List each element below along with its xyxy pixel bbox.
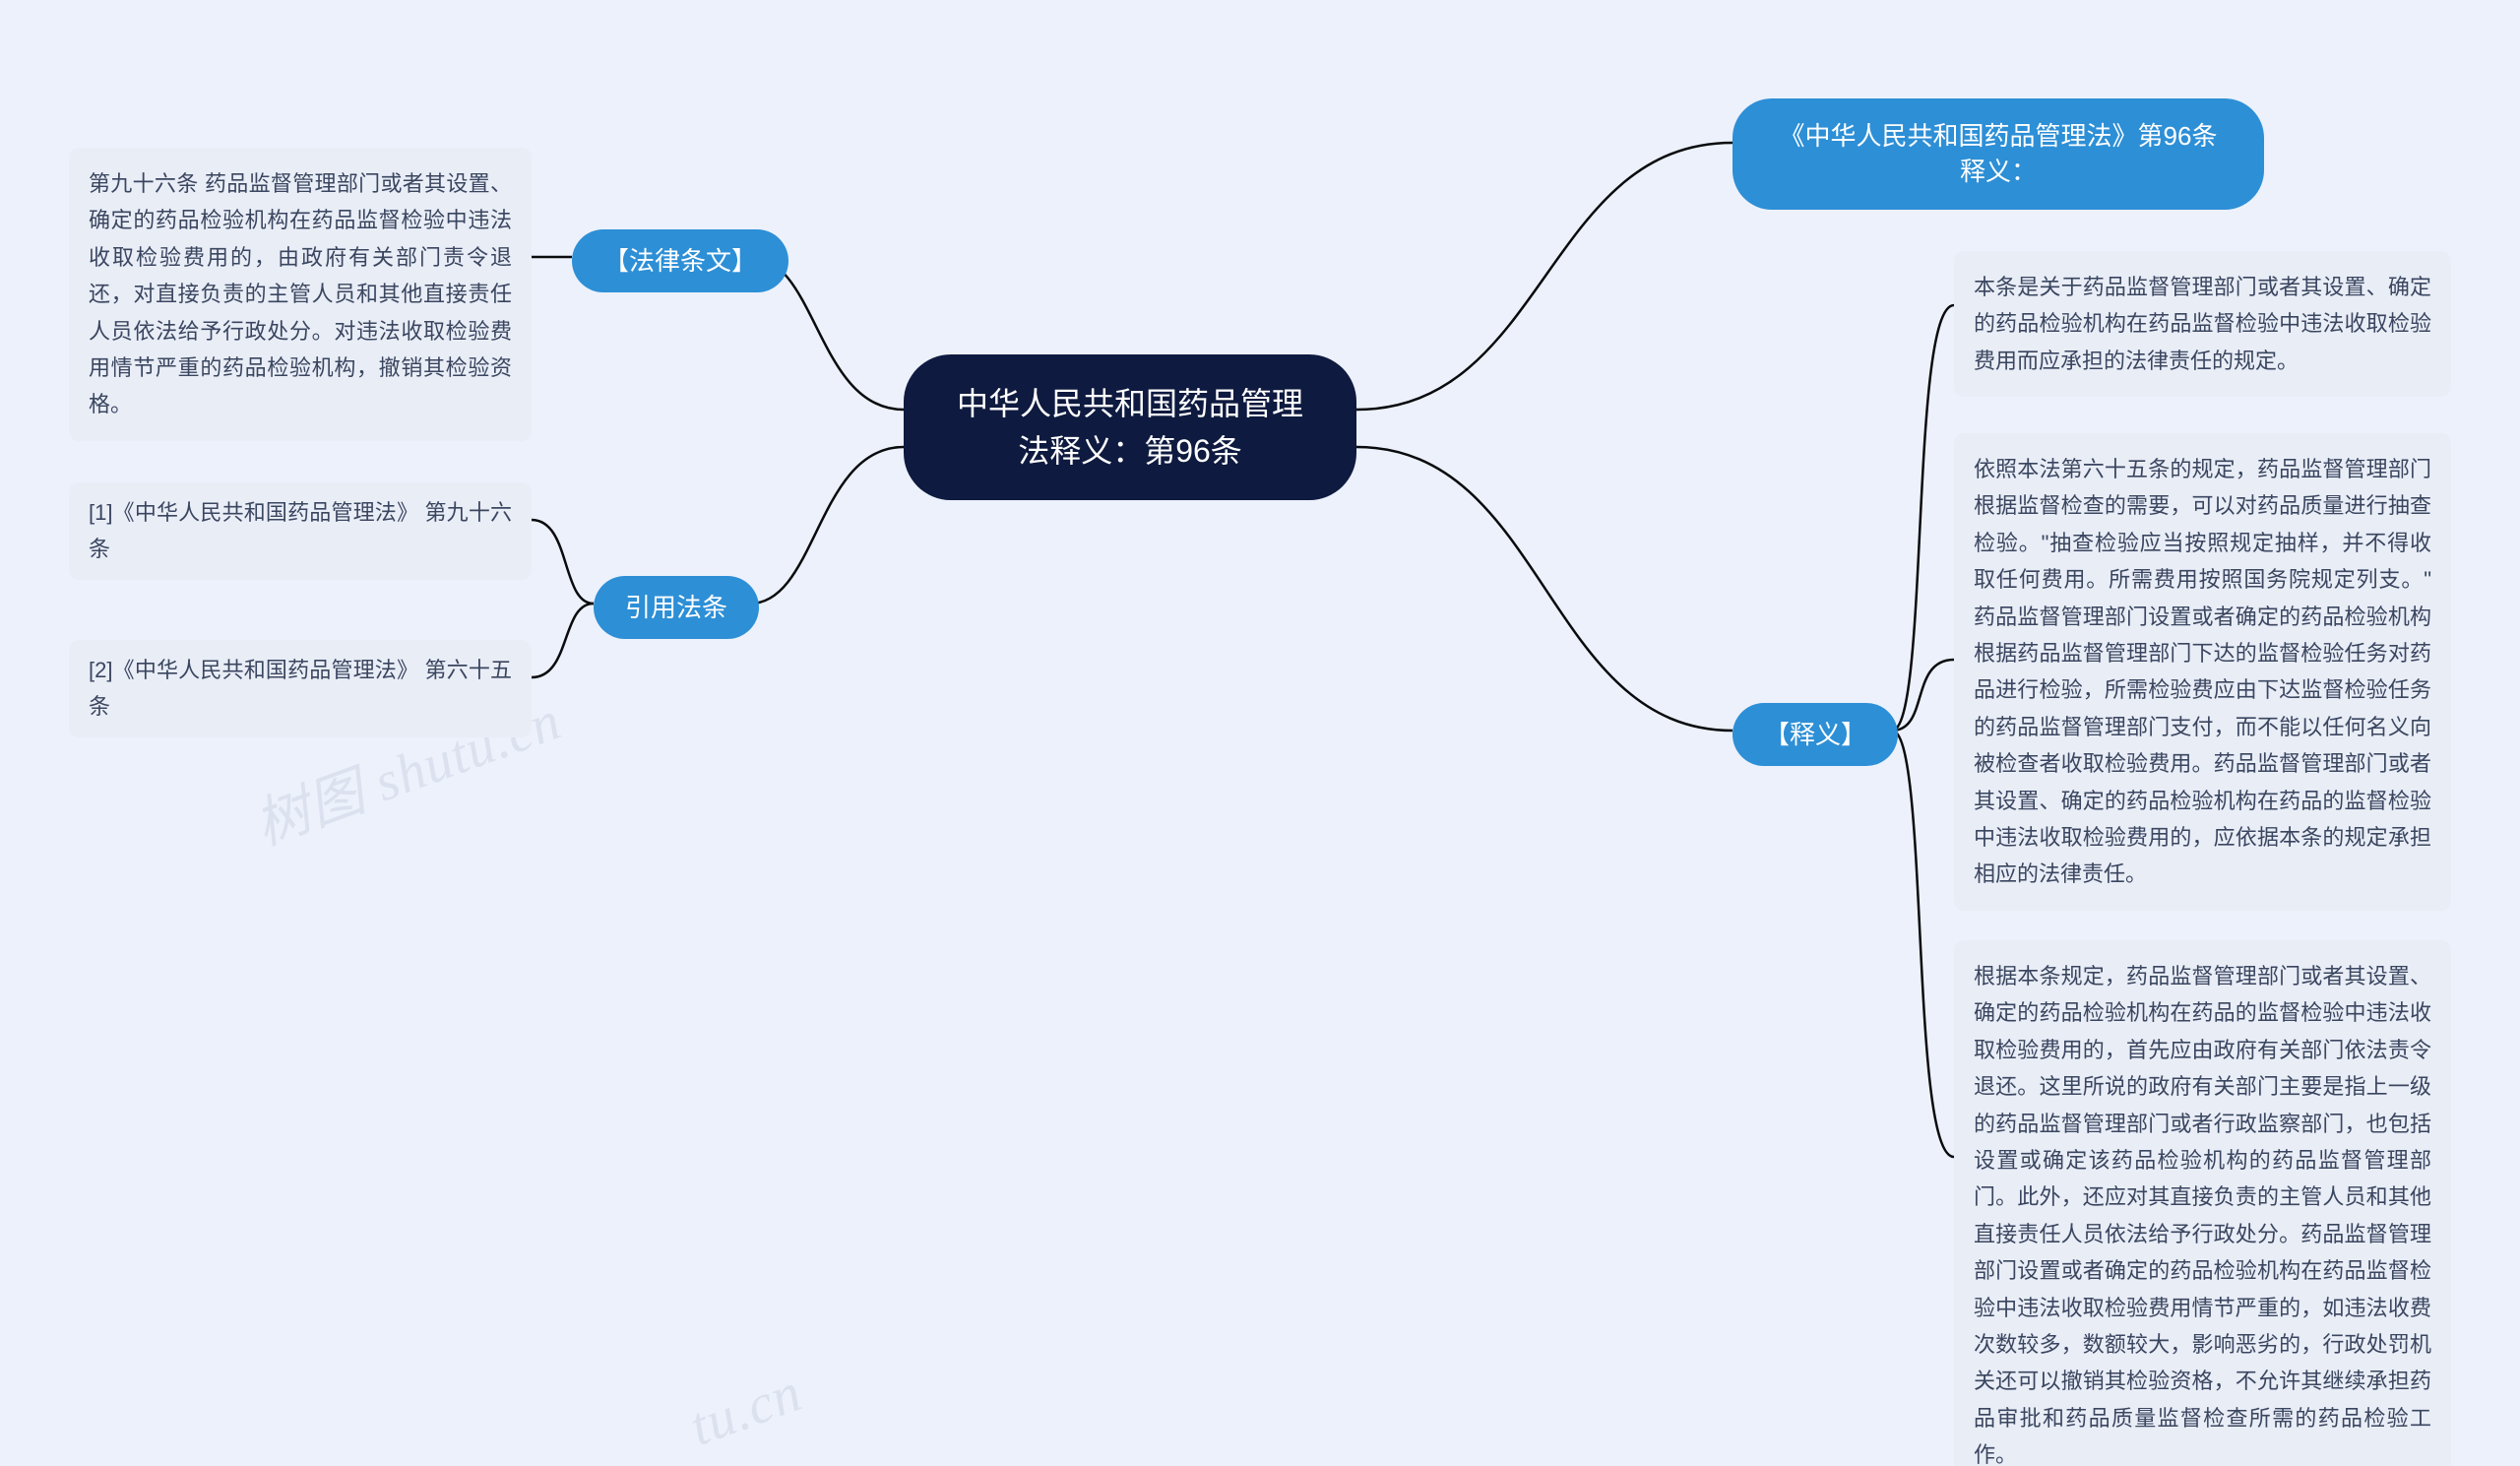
- cite2-text: [2]《中华人民共和国药品管理法》 第六十五条: [89, 658, 512, 719]
- cite1-box: [1]《中华人民共和国药品管理法》 第九十六条: [69, 482, 532, 580]
- interp-p3-box: 根据本条规定，药品监督管理部门或者其设置、确定的药品检验机构在药品的监督检验中违…: [1954, 940, 2451, 1466]
- interp-p3: 根据本条规定，药品监督管理部门或者其设置、确定的药品检验机构在药品的监督检验中违…: [1974, 964, 2431, 1466]
- root-text: 中华人民共和国药品管理 法释义：第96条: [943, 380, 1317, 475]
- law-label-node[interactable]: 【法律条文】: [572, 229, 788, 292]
- cite1-text: [1]《中华人民共和国药品管理法》 第九十六条: [89, 500, 512, 561]
- mindmap-canvas: 树图 shutu.cn 树图 shutu.cn tu.cn sh 中华人民共和国…: [0, 0, 2520, 1466]
- law-label: 【法律条文】: [603, 246, 757, 276]
- watermark: tu.cn: [682, 1361, 810, 1459]
- law-text: 第九十六条 药品监督管理部门或者其设置、确定的药品检验机构在药品监督检验中违法收…: [89, 171, 512, 416]
- cite2-box: [2]《中华人民共和国药品管理法》 第六十五条: [69, 640, 532, 737]
- cite-label-node[interactable]: 引用法条: [594, 576, 759, 639]
- interp-p2: 依照本法第六十五条的规定，药品监督管理部门根据监督检查的需要，可以对药品质量进行…: [1974, 457, 2431, 886]
- interp-label: 【释义】: [1764, 720, 1866, 749]
- interp-label-node[interactable]: 【释义】: [1732, 703, 1898, 766]
- root-node[interactable]: 中华人民共和国药品管理 法释义：第96条: [904, 354, 1356, 500]
- interp-p1-box: 本条是关于药品监督管理部门或者其设置、确定的药品检验机构在药品监督检验中违法收取…: [1954, 251, 2451, 397]
- interp-p1: 本条是关于药品监督管理部门或者其设置、确定的药品检验机构在药品监督检验中违法收取…: [1974, 275, 2431, 373]
- law-text-box: 第九十六条 药品监督管理部门或者其设置、确定的药品检验机构在药品监督检验中违法收…: [69, 148, 532, 441]
- heading-text: 《中华人民共和国药品管理法》第96条释义：: [1780, 121, 2218, 186]
- cite-label: 引用法条: [625, 593, 727, 622]
- heading-node[interactable]: 《中华人民共和国药品管理法》第96条释义：: [1732, 98, 2264, 210]
- interp-p2-box: 依照本法第六十五条的规定，药品监督管理部门根据监督检查的需要，可以对药品质量进行…: [1954, 433, 2451, 911]
